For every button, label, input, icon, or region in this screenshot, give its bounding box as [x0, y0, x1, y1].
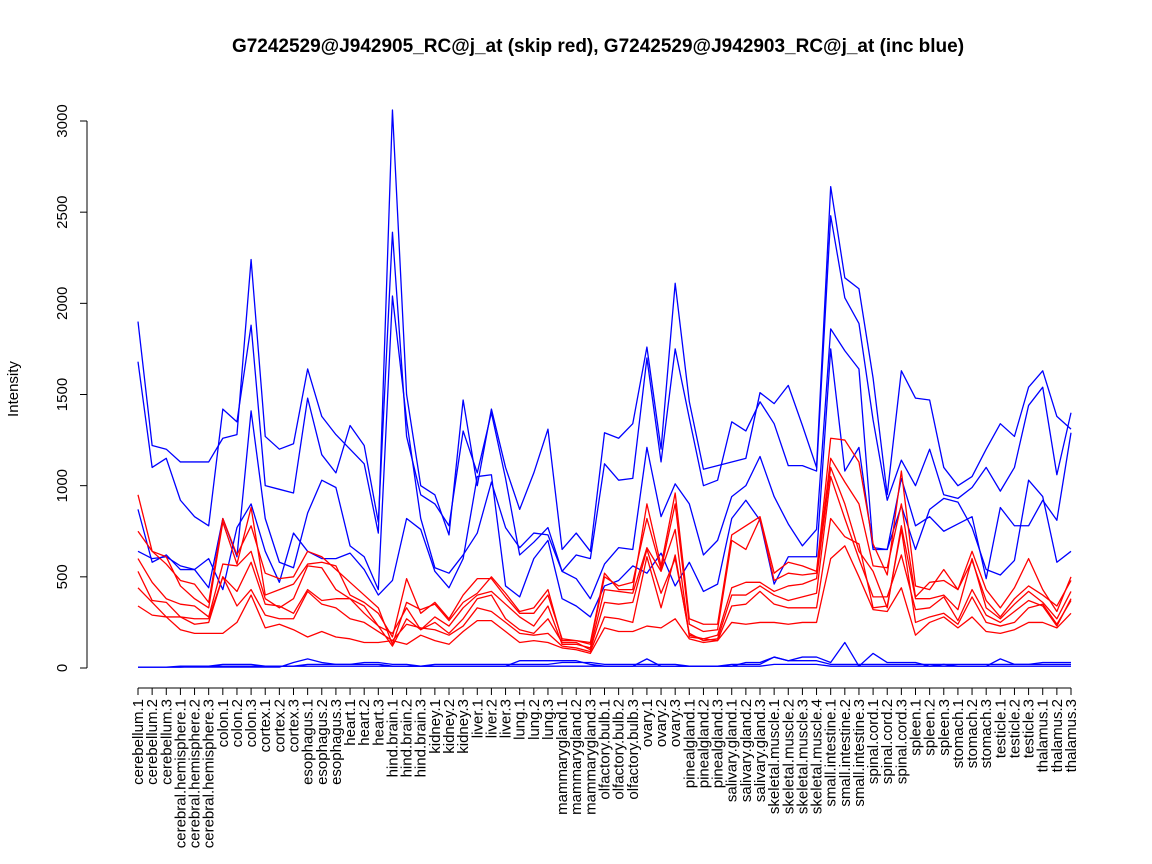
x-tick-label: salivary.gland.3 [752, 699, 769, 802]
x-tick-label: heart.1 [342, 699, 359, 746]
series-line-inc-4 [137, 348, 1072, 618]
x-tick-label: lung.3 [540, 699, 557, 740]
y-tick-label: 500 [54, 564, 71, 589]
x-tick-label: esophagus.2 [314, 699, 331, 785]
x-tick-label: liver.3 [498, 699, 515, 738]
x-tick-label: kidney.2 [441, 699, 458, 754]
x-tick-label: spleen.3 [936, 699, 953, 756]
x-tick-label: testicle.1 [992, 699, 1009, 758]
x-tick-label: small.intestine.3 [851, 699, 868, 807]
series-line-skip-10 [137, 466, 1072, 649]
x-tick-label: skeletal.muscle.3 [794, 699, 811, 814]
x-tick-label: mammarygland.3 [582, 699, 599, 815]
x-tick-label: olfactory.bulb.2 [611, 699, 628, 800]
x-tick-label: olfactory.bulb.3 [625, 699, 642, 800]
x-tick-label: liver.1 [469, 699, 486, 738]
y-tick-label: 1500 [54, 378, 71, 411]
x-tick-label: hind.brain.2 [399, 699, 416, 777]
x-tick-label: mammarygland.2 [568, 699, 585, 815]
x-tick-label: ovary.2 [653, 699, 670, 747]
x-tick-label: thalamus.3 [1063, 699, 1080, 772]
series-line-inc-3 [137, 295, 1072, 600]
y-tick-label: 2500 [54, 195, 71, 228]
y-tick-label: 2000 [54, 287, 71, 320]
x-tick-label: hind.brain.1 [384, 699, 401, 777]
x-tick-label: stomach.1 [950, 699, 967, 768]
x-tick-label: colon.3 [243, 699, 260, 747]
y-axis: 0 500 1000 1500 2000 2500 3000 [54, 104, 88, 672]
x-tick-label: small.intestine.1 [823, 699, 840, 807]
series-line-skip-11 [137, 475, 1072, 651]
x-axis: cerebellum.1cerebellum.2cerebellum.3cere… [130, 687, 1080, 848]
x-tick-label: cerebellum.3 [158, 699, 175, 785]
x-tick-label: cerebellum.1 [130, 699, 147, 785]
x-tick-label: cerebral.hemisphere.3 [201, 699, 218, 848]
y-tick-label: 3000 [54, 104, 71, 137]
x-tick-label: small.intestine.2 [837, 699, 854, 807]
series-line-skip-8 [137, 437, 1072, 645]
x-tick-label: pinealgland.2 [695, 699, 712, 788]
x-tick-label: esophagus.1 [300, 699, 317, 785]
x-tick-label: thalamus.1 [1035, 699, 1052, 772]
series-line-inc-5 [138, 641, 1071, 668]
x-tick-label: kidney.3 [455, 699, 472, 754]
x-tick-label: heart.3 [370, 699, 387, 746]
x-tick-label: spleen.2 [922, 699, 939, 756]
x-tick-label: skeletal.muscle.2 [780, 699, 797, 814]
x-tick-label: spinal.cord.1 [865, 699, 882, 784]
x-tick-label: stomach.2 [964, 699, 981, 768]
series-lines [137, 109, 1072, 668]
y-tick-label: 1000 [54, 469, 71, 502]
x-tick-label: pinealgland.3 [710, 699, 727, 788]
x-tick-label: skeletal.muscle.4 [809, 699, 826, 814]
series-line-inc-1 [137, 109, 1072, 552]
x-tick-label: cortex.3 [286, 699, 303, 752]
x-tick-label: lung.1 [512, 699, 529, 740]
x-tick-label: cerebral.hemisphere.1 [172, 699, 189, 848]
series-line-inc-2 [137, 215, 1072, 573]
x-tick-label: salivary.gland.1 [724, 699, 741, 802]
x-tick-label: mammarygland.1 [554, 699, 571, 815]
x-tick-label: esophagus.3 [328, 699, 345, 785]
x-tick-label: lung.2 [526, 699, 543, 740]
x-tick-label: olfactory.bulb.1 [597, 699, 614, 800]
x-tick-label: cortex.2 [271, 699, 288, 752]
series-line-skip-12 [137, 517, 1072, 653]
x-tick-label: testicle.3 [1021, 699, 1038, 758]
x-tick-label: cortex.1 [257, 699, 274, 752]
x-tick-label: spinal.cord.3 [893, 699, 910, 784]
chart-title: G7242529@J942905_RC@j_at (skip red), G72… [232, 36, 964, 57]
x-tick-label: spleen.1 [908, 699, 925, 756]
x-tick-label: cerebral.hemisphere.2 [187, 699, 204, 848]
series-line-inc-7 [138, 663, 1071, 668]
x-tick-label: colon.1 [215, 699, 232, 747]
x-tick-label: ovary.1 [639, 699, 656, 747]
x-tick-label: pinealgland.1 [681, 699, 698, 788]
y-axis-label: Intensity [5, 361, 22, 417]
x-tick-label: kidney.1 [427, 699, 444, 754]
x-tick-label: hind.brain.3 [413, 699, 430, 777]
x-tick-label: liver.2 [483, 699, 500, 738]
x-tick-label: thalamus.2 [1049, 699, 1066, 772]
x-tick-label: cerebellum.2 [144, 699, 161, 785]
x-tick-label: salivary.gland.2 [738, 699, 755, 802]
x-tick-label: heart.2 [356, 699, 373, 746]
x-tick-label: spinal.cord.2 [879, 699, 896, 784]
x-tick-label: stomach.3 [978, 699, 995, 768]
x-tick-label: colon.2 [229, 699, 246, 747]
series-line-skip-13 [137, 545, 1072, 655]
x-tick-label: ovary.3 [667, 699, 684, 747]
y-tick-label: 0 [54, 664, 71, 672]
x-tick-label: skeletal.muscle.1 [766, 699, 783, 814]
x-tick-label: testicle.2 [1006, 699, 1023, 758]
